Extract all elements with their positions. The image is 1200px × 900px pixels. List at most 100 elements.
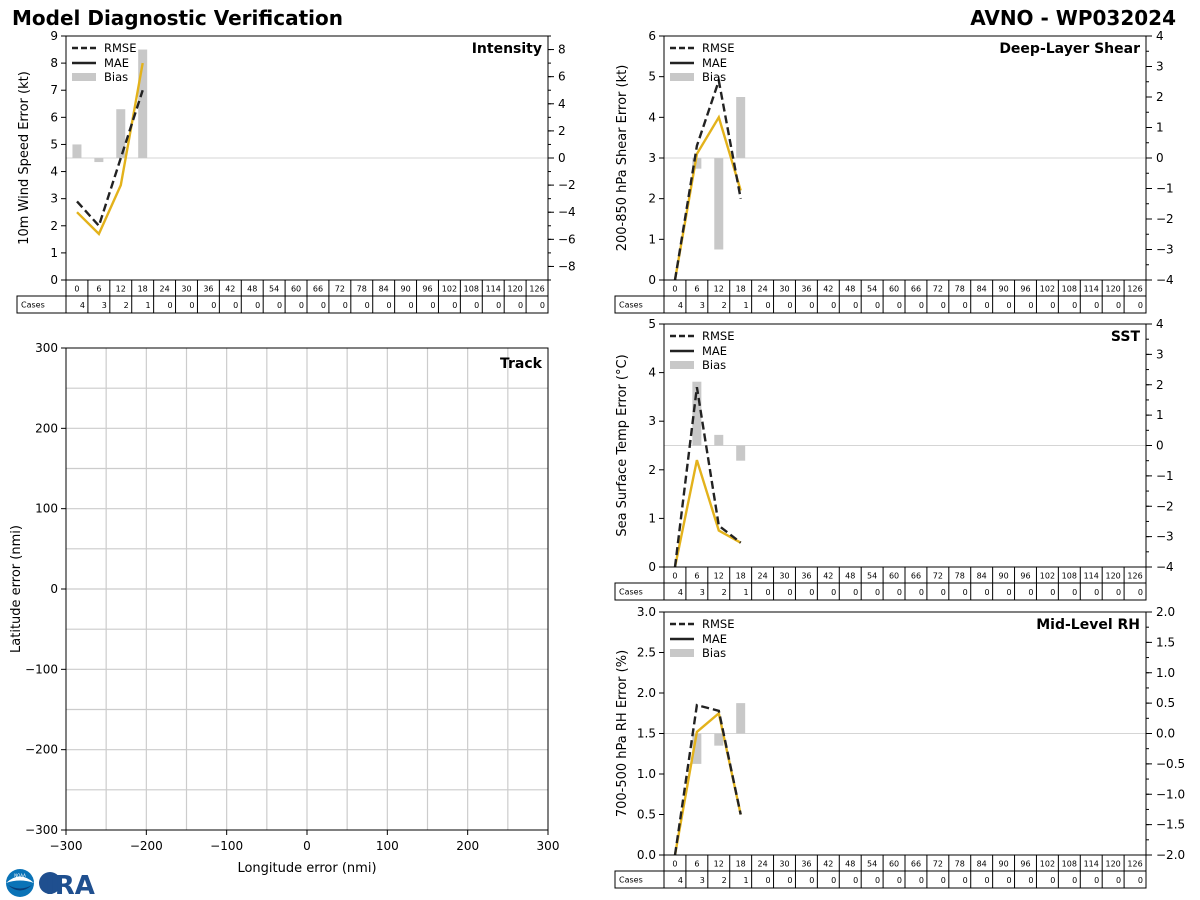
lead-hour-label: 30 bbox=[779, 285, 789, 294]
y2-tick-label: 1.5 bbox=[1156, 635, 1175, 649]
case-count: 0 bbox=[167, 301, 172, 310]
y2-tick-label: −3 bbox=[1156, 243, 1174, 257]
case-count: 0 bbox=[787, 876, 792, 885]
case-count: 0 bbox=[189, 301, 194, 310]
lead-hour-label: 36 bbox=[801, 285, 811, 294]
case-count: 4 bbox=[678, 588, 683, 597]
case-count: 0 bbox=[1050, 876, 1055, 885]
case-count: 0 bbox=[299, 301, 304, 310]
lead-hour-label: 24 bbox=[757, 860, 767, 869]
case-count: 0 bbox=[277, 301, 282, 310]
lead-hour-label: 96 bbox=[1020, 860, 1030, 869]
y-axis-label: Latitude error (nmi) bbox=[9, 525, 24, 653]
lead-hour-label: 90 bbox=[400, 285, 410, 294]
lead-hour-label: 12 bbox=[714, 572, 724, 581]
lead-hour-label: 90 bbox=[998, 285, 1008, 294]
case-count: 0 bbox=[809, 588, 814, 597]
y2-tick-label: 1 bbox=[1156, 408, 1164, 422]
y2-tick-label: 8 bbox=[558, 43, 566, 57]
chart-title: Mid-Level RH bbox=[1036, 617, 1140, 633]
cases-row bbox=[614, 582, 1147, 601]
chart-rh: 0.0 0.5 1.0 1.5 2.0 2.5 3.0 −2.0 −1.5 −1.0 −0.5 0.0… bbox=[614, 605, 1185, 889]
y-tick-label: 1 bbox=[648, 232, 656, 246]
legend-bias-swatch bbox=[670, 73, 694, 81]
y2-tick-label: −1 bbox=[1156, 469, 1174, 483]
y2-tick-label: −4 bbox=[558, 205, 576, 219]
lead-hour-label: 18 bbox=[736, 860, 746, 869]
cira-logo-text: IRA bbox=[45, 871, 95, 898]
lead-hour-label: 78 bbox=[955, 572, 965, 581]
bias-bar bbox=[692, 381, 702, 446]
lead-hour-label: 84 bbox=[977, 860, 987, 869]
cira-logo: IRA bbox=[39, 871, 95, 898]
case-count: 0 bbox=[233, 301, 238, 310]
case-count: 0 bbox=[408, 301, 413, 310]
y2-tick-label: −8 bbox=[558, 259, 576, 273]
y2-tick-label: 6 bbox=[558, 70, 566, 84]
lead-hour-label: 36 bbox=[801, 860, 811, 869]
y-tick-label: 1 bbox=[50, 246, 58, 260]
case-count: 0 bbox=[1116, 588, 1121, 597]
bias-bar bbox=[736, 445, 746, 461]
case-count: 2 bbox=[722, 301, 727, 310]
case-count: 0 bbox=[321, 301, 326, 310]
y2-tick-label: 2 bbox=[1156, 378, 1164, 392]
case-count: 0 bbox=[1116, 876, 1121, 885]
case-count: 0 bbox=[875, 301, 880, 310]
rmse-line bbox=[673, 387, 742, 568]
legend-mae-label: MAE bbox=[702, 344, 727, 358]
y2-tick-label: −4 bbox=[1156, 560, 1174, 574]
rmse-line bbox=[673, 75, 742, 281]
cases-row bbox=[16, 295, 549, 314]
storm-model-title: AVNO - WP032024 bbox=[970, 6, 1176, 30]
y-tick-label: 1.5 bbox=[637, 727, 656, 741]
lead-hour-label: 18 bbox=[138, 285, 148, 294]
y-tick-label: 4 bbox=[648, 110, 656, 124]
case-count: 0 bbox=[1116, 301, 1121, 310]
chart-title: Track bbox=[500, 356, 543, 372]
y2-tick-label: 0.0 bbox=[1156, 727, 1175, 741]
lead-hour-label: 24 bbox=[757, 285, 767, 294]
lead-hour-label: 30 bbox=[181, 285, 191, 294]
lead-hour-label: 18 bbox=[736, 572, 746, 581]
lead-hour-label: 120 bbox=[1105, 572, 1120, 581]
y2-tick-label: 0 bbox=[1156, 439, 1164, 453]
y2-tick-label: −2 bbox=[1156, 212, 1174, 226]
y-tick-label: 2 bbox=[648, 192, 656, 206]
y-tick-label: 2.5 bbox=[637, 646, 656, 660]
lead-hour-label: 102 bbox=[442, 285, 457, 294]
lead-hour-label: 102 bbox=[1040, 860, 1055, 869]
y-tick-label: 2 bbox=[648, 463, 656, 477]
lead-hour-label: 48 bbox=[845, 285, 855, 294]
x-tick-label: 100 bbox=[376, 839, 399, 853]
case-count: 0 bbox=[1138, 588, 1143, 597]
x-tick-label: 300 bbox=[537, 839, 560, 853]
case-count: 0 bbox=[343, 301, 348, 310]
lead-hour-label: 12 bbox=[714, 860, 724, 869]
case-count: 0 bbox=[1094, 588, 1099, 597]
y-tick-label: 0 bbox=[648, 273, 656, 287]
case-count: 1 bbox=[146, 301, 151, 310]
legend-bias-label: Bias bbox=[702, 358, 726, 372]
chart-track: −300 −200 −100 0 100 200 300 −300 −200 −100 0 100 20… bbox=[9, 341, 559, 876]
lead-hour-label: 30 bbox=[779, 572, 789, 581]
mae-line bbox=[673, 459, 742, 568]
legend-mae-label: MAE bbox=[702, 56, 727, 70]
x-axis-label: Longitude error (nmi) bbox=[237, 861, 376, 876]
lead-hour-label: 126 bbox=[1127, 285, 1142, 294]
lead-hour-label: 54 bbox=[867, 285, 877, 294]
y2-tick-label: −2 bbox=[558, 178, 576, 192]
legend-bias-label: Bias bbox=[702, 646, 726, 660]
lead-hour-label: 48 bbox=[845, 572, 855, 581]
case-count: 0 bbox=[496, 301, 501, 310]
legend-bias-label: Bias bbox=[702, 70, 726, 84]
case-count: 2 bbox=[722, 588, 727, 597]
case-count: 0 bbox=[1138, 301, 1143, 310]
y-tick-label: 0.5 bbox=[637, 808, 656, 822]
case-count: 0 bbox=[1094, 301, 1099, 310]
lead-hour-label: 126 bbox=[1127, 860, 1142, 869]
case-count: 3 bbox=[700, 588, 705, 597]
case-count: 1 bbox=[744, 301, 749, 310]
y-tick-label: 4 bbox=[50, 165, 58, 179]
